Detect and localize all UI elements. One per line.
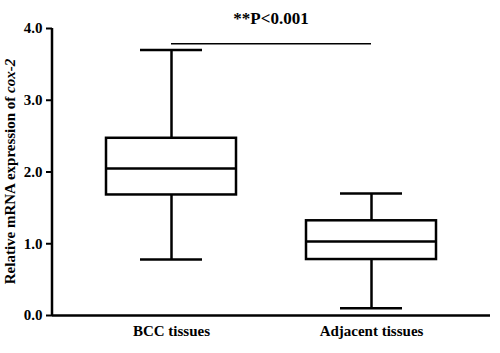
svg-text:4.0: 4.0	[24, 20, 43, 36]
svg-text:2.0: 2.0	[24, 164, 43, 180]
svg-text:Adjacent tissues: Adjacent tissues	[320, 323, 424, 339]
svg-text:**P<0.001: **P<0.001	[233, 9, 308, 28]
svg-text:1.0: 1.0	[24, 236, 43, 252]
svg-text:0.0: 0.0	[24, 307, 43, 323]
svg-text:Relative mRNA expression of co: Relative mRNA expression of cox-2	[2, 58, 18, 284]
svg-text:BCC tissues: BCC tissues	[133, 323, 210, 339]
svg-text:3.0: 3.0	[24, 92, 43, 108]
